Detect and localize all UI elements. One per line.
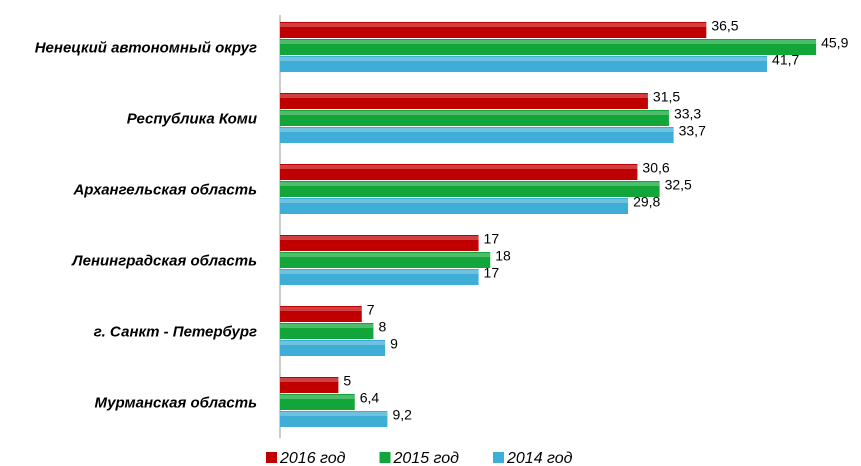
value-label: 5 [343,373,351,389]
bar [280,340,386,356]
bar [280,306,362,322]
bar-shine [280,111,669,115]
value-label: 6,4 [360,390,380,406]
bar-shine [280,270,479,274]
category-label: Архангельская область [73,181,257,198]
legend-swatch [379,452,391,463]
value-label: 30,6 [642,160,669,176]
bar [280,127,674,143]
value-label: 33,3 [674,106,701,122]
bar-shine [280,199,629,203]
bar [280,181,660,197]
bar [280,252,491,268]
value-label: 18 [495,248,511,264]
value-label: 29,8 [633,194,660,210]
value-label: 31,5 [653,89,680,105]
legend-text: 2014 год [506,450,573,466]
bar [280,22,707,38]
bar-shine [280,412,388,416]
bar [280,110,669,126]
bar-shine [280,378,339,382]
bar-shine [280,341,386,345]
bar-shine [280,253,491,257]
category-label: Ненецкий автономный округ [34,39,257,56]
category-label: г. Санкт - Петербург [93,323,257,340]
legend-swatch [266,452,277,463]
bar [280,377,339,393]
value-label: 45,9 [821,35,848,51]
bar [280,39,817,55]
value-label: 17 [484,231,500,247]
category-label: Мурманская область [94,394,257,411]
bar [280,235,479,251]
value-label: 9,2 [392,407,412,423]
value-label: 41,7 [772,52,799,68]
value-label: 17 [484,265,500,281]
bar-shine [280,23,707,27]
bar-shine [280,307,362,311]
bar-shine [280,40,817,44]
legend-swatch [493,452,504,463]
bar [280,394,355,410]
bar [280,198,629,214]
bar-shine [280,236,479,240]
value-label: 7 [367,302,375,318]
value-label: 32,5 [665,177,692,193]
bar [280,164,638,180]
bar-shine [280,182,660,186]
value-label: 9 [390,336,398,352]
bar-shine [280,128,674,132]
bar [280,56,768,72]
legend-text: 2015 год [393,450,460,466]
value-label: 36,5 [711,18,738,34]
value-label: 33,7 [679,123,706,139]
value-label: 8 [378,319,386,335]
category-label: Республика Коми [126,110,257,127]
bar-shine [280,165,638,169]
bar-shine [280,395,355,399]
bar [280,323,374,339]
legend-text: 2016 год [279,450,346,466]
bar-shine [280,324,374,328]
bar [280,269,479,285]
bar-shine [280,94,648,98]
category-label: Ленинградская область [72,252,257,269]
bar-shine [280,57,768,61]
bar [280,93,648,109]
bar [280,411,388,427]
